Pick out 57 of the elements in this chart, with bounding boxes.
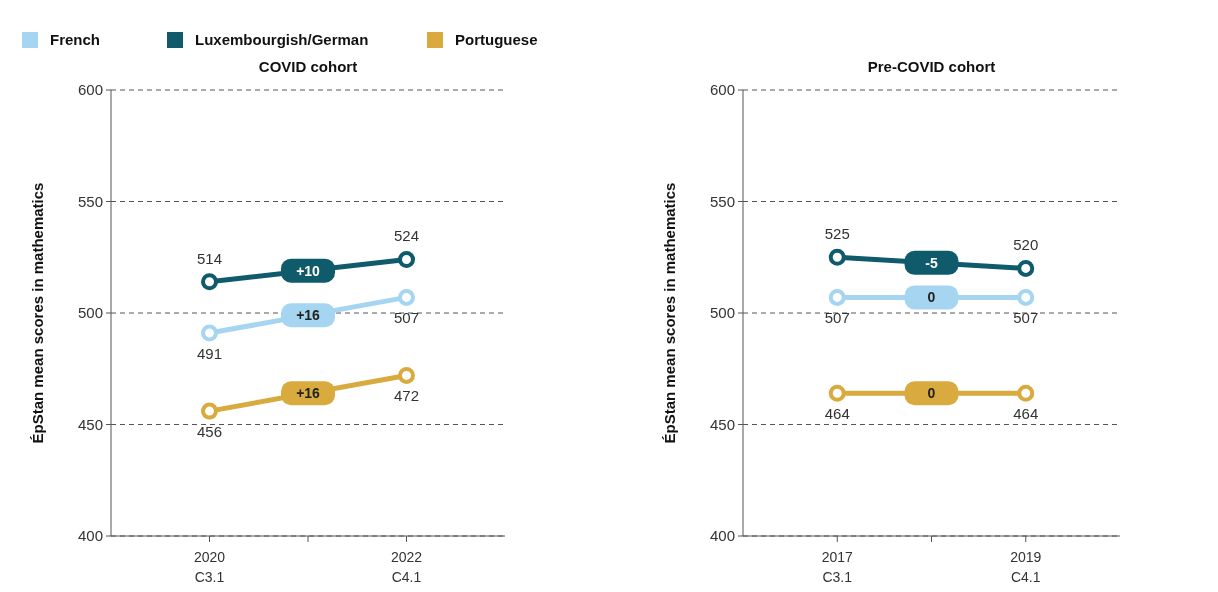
y-tick-label: 400 <box>77 527 103 545</box>
point <box>1017 288 1035 306</box>
y-tick-label: 500 <box>709 304 735 322</box>
y-axis-title: ÉpStan mean scores in mathematics <box>661 182 678 444</box>
point <box>201 324 218 342</box>
x-tick-label: 2020 C3.1 <box>193 549 226 585</box>
y-tick-label: 600 <box>77 81 103 99</box>
data-label: 507 <box>824 309 850 327</box>
point <box>1017 384 1035 402</box>
value-tag: +16 <box>281 381 335 406</box>
value-tag: +16 <box>281 303 335 328</box>
data-label: 507 <box>393 309 420 327</box>
point <box>1017 259 1035 277</box>
annotation: +16 <box>296 307 321 324</box>
y-tick-label: 600 <box>709 81 735 99</box>
y-tick-label: 500 <box>77 304 103 322</box>
annotation: 0 <box>927 385 936 402</box>
x-tick-label: 2022 C4.1 <box>390 549 423 585</box>
data-label: 472 <box>393 387 420 405</box>
annotation: -5 <box>925 254 938 271</box>
legend-label: French <box>50 31 101 48</box>
data-label: 514 <box>196 249 223 267</box>
data-label: 464 <box>824 405 850 423</box>
y-tick-label: 550 <box>709 192 735 210</box>
value-tag: 0 <box>904 381 959 406</box>
point <box>201 273 218 291</box>
x-tick-label: 2019 C4.1 <box>1010 549 1042 585</box>
y-tick-label: 450 <box>709 415 735 433</box>
data-label: 464 <box>1013 405 1039 423</box>
legend-label: Luxembourgish/German <box>195 31 369 48</box>
value-tag: 0 <box>904 285 959 310</box>
chart-title: Pre-COVID cohort <box>867 58 996 75</box>
x-tick-label: 2017 C3.1 <box>821 549 854 585</box>
point <box>828 384 846 402</box>
data-label: 525 <box>824 225 850 243</box>
point <box>398 288 415 306</box>
data-label: 491 <box>196 345 223 363</box>
point <box>201 402 218 420</box>
legend-label: Portuguese <box>455 31 538 48</box>
point <box>828 248 846 266</box>
y-tick-label: 450 <box>77 415 103 433</box>
point <box>398 250 415 268</box>
annotation: +16 <box>296 385 321 402</box>
annotation: 0 <box>927 289 936 306</box>
y-tick-label: 550 <box>77 192 103 210</box>
data-label: 456 <box>196 423 223 441</box>
data-label: 507 <box>1013 309 1039 327</box>
chart-title: COVID cohort <box>258 58 358 75</box>
y-axis-title: ÉpStan mean scores in mathematics <box>29 182 46 444</box>
point <box>398 366 415 384</box>
y-tick-label: 400 <box>709 527 735 545</box>
data-label: 524 <box>393 227 420 245</box>
value-tag: -5 <box>904 250 959 275</box>
annotation: +10 <box>296 262 321 279</box>
value-tag: +10 <box>281 258 335 283</box>
data-label: 520 <box>1013 236 1039 254</box>
point <box>828 288 846 306</box>
